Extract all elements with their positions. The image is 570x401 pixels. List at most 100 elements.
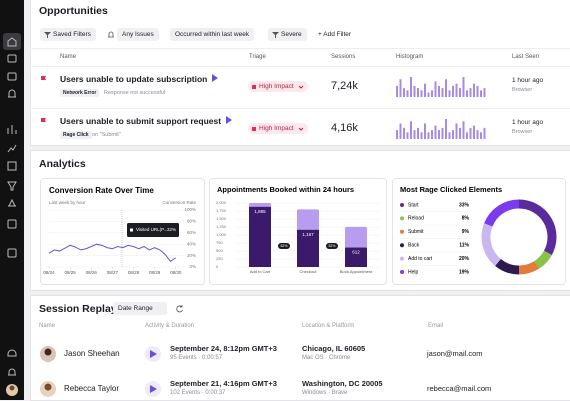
histogram-bar — [434, 81, 437, 97]
y-tick-label: 80% — [187, 219, 196, 224]
y-axis-label: Conversion Rate — [162, 200, 196, 205]
bar-segment — [249, 206, 271, 267]
date-range[interactable]: Date Range — [113, 302, 167, 315]
sessions: 7,24k — [331, 80, 358, 92]
play-icon[interactable] — [225, 116, 233, 124]
section-title: Opportunities — [39, 5, 108, 17]
legend-swatch — [400, 270, 404, 274]
donut-slice — [518, 199, 557, 256]
histogram-bar — [480, 132, 482, 139]
issue-name[interactable]: Users unable to submit support request — [60, 116, 233, 126]
histogram-bar — [399, 79, 402, 97]
histogram-bar — [469, 127, 472, 139]
play-icon[interactable] — [150, 350, 157, 358]
user-name[interactable]: Rebecca Taylor — [64, 384, 119, 393]
histogram-bar — [417, 127, 419, 139]
data-label: 612 — [352, 250, 360, 255]
column-header: Name — [39, 323, 56, 329]
divider — [30, 108, 570, 109]
user-name[interactable]: Jason Sheehan — [64, 349, 120, 358]
histogram-bar — [424, 123, 426, 139]
legend-label: Add to cart — [408, 256, 433, 262]
dropdown-icon — [298, 127, 304, 131]
chart-title: Appointments Booked within 24 hours — [217, 185, 354, 194]
filter-chip[interactable]: Saved Filters — [40, 28, 96, 41]
issue-icon — [41, 76, 46, 82]
histogram-bar — [410, 77, 412, 97]
histogram-bar — [469, 88, 472, 97]
triage-pill[interactable]: High Impact — [248, 81, 308, 92]
chart-subtitle: Last week by hour — [49, 200, 86, 205]
chart-title: Conversion Rate Over Time — [49, 186, 154, 195]
issue-detail: Response not successful — [104, 90, 166, 96]
histogram-bar — [466, 132, 468, 139]
y-tick-label: 500 — [216, 248, 223, 253]
x-tick-label: 08/28 — [128, 270, 140, 275]
histogram-bar — [448, 90, 451, 97]
histogram — [396, 77, 486, 97]
y-tick-label: 750 — [216, 240, 223, 245]
histogram-bar — [424, 83, 426, 97]
x-tick-label: Checkout — [300, 269, 318, 274]
histogram-bar — [431, 130, 433, 139]
histogram-bar — [431, 90, 433, 97]
column-header: Triage — [249, 54, 266, 60]
events: 102 Events — [170, 390, 201, 396]
add-filter[interactable]: + Add Filter — [318, 31, 352, 38]
legend-value: 19% — [459, 269, 470, 275]
section-title: Session Replay — [39, 303, 117, 315]
histogram-bar — [438, 130, 440, 139]
session-meta: 102 Events · 0:00:37 — [170, 390, 226, 396]
histogram — [396, 119, 486, 139]
platform: Browser — [512, 129, 533, 135]
x-tick-label: 08/27 — [107, 270, 119, 275]
platform: Windows · Brave — [302, 390, 348, 396]
issue-tag: Rage Click — [60, 131, 92, 139]
bar-segment — [297, 209, 319, 230]
y-tick-label: 1,000 — [216, 232, 227, 237]
legend-label: Back — [408, 243, 420, 249]
row-icons — [40, 381, 161, 397]
donut-slice — [481, 223, 502, 266]
bell-icon[interactable] — [107, 30, 115, 39]
data-label: 1,885 — [254, 209, 266, 214]
histogram-bar — [396, 130, 398, 139]
histogram-bar — [473, 125, 475, 139]
issue-detail: on "Submit" — [92, 132, 121, 138]
email: jason@mail.com — [427, 349, 483, 358]
legend-swatch — [400, 243, 404, 248]
issue-name[interactable]: Users unable to update subscription — [60, 74, 219, 84]
histogram-bar — [476, 130, 479, 139]
location: Chicago, IL 60605 — [302, 344, 366, 353]
histogram-bar — [448, 132, 451, 139]
events: 95 Events — [170, 355, 197, 361]
filter-chip[interactable]: Severe — [268, 28, 307, 41]
y-tick-label: 60% — [187, 230, 196, 235]
browser: Brave — [331, 390, 348, 396]
play-icon[interactable] — [211, 74, 219, 82]
play-icon[interactable] — [150, 385, 157, 393]
column-header: Location & Platform — [302, 323, 355, 329]
add-filter-label[interactable]: Add Filter — [323, 31, 352, 38]
rage-chart: Most Rage Clicked Elements Start 33% Reload… — [392, 178, 566, 285]
triage-pill[interactable]: High Impact — [248, 123, 308, 134]
filter-chip[interactable]: Any Issues — [117, 28, 159, 41]
histogram-bar — [455, 83, 458, 97]
y-tick-label: 0 — [216, 264, 219, 269]
bar-segment — [249, 203, 271, 207]
os: Windows — [302, 390, 327, 396]
donut-slice — [484, 199, 520, 227]
y-tick-label: 1,750 — [216, 208, 227, 213]
triage-icon — [252, 127, 256, 131]
refresh-icon[interactable] — [175, 304, 184, 313]
histogram-bar — [455, 123, 458, 139]
column-header: Name — [60, 54, 77, 60]
bar-segment — [297, 229, 319, 267]
filter-chip[interactable]: Occurred within last week — [170, 28, 255, 41]
divider — [30, 66, 570, 67]
email: rebecca@mail.com — [427, 384, 492, 393]
session-date: September 21, 4:16pm GMT+3 — [170, 379, 277, 388]
histogram-bar — [476, 85, 479, 97]
legend-label: Submit — [408, 229, 424, 235]
